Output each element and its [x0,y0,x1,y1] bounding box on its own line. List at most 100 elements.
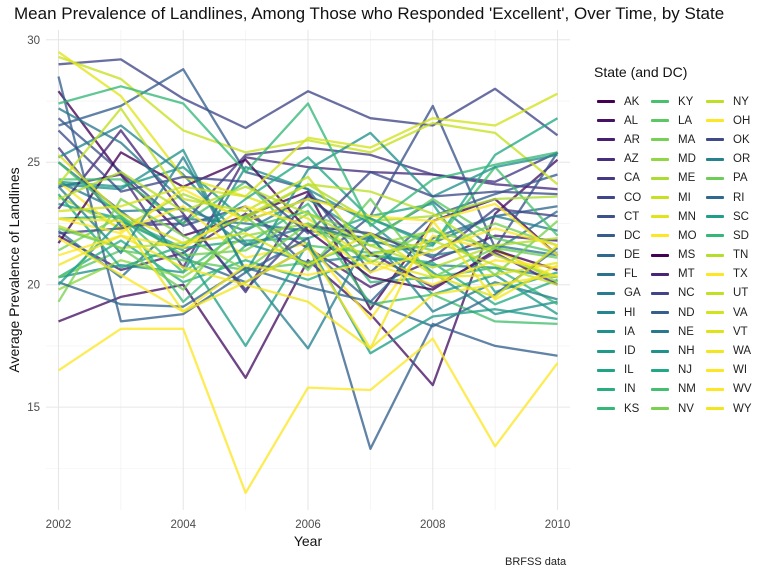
legend-column: NY OH OK OR PA RI SC SD TN TX UT VA VT WA WI WV WY [706,92,752,418]
series-line-nj [57,117,559,269]
series-line-wa [58,217,559,350]
legend-item-de: DE [597,246,641,265]
series-line-sc [57,219,558,355]
legend-label: NH [678,345,695,358]
legend-item-al: AL [597,111,641,130]
legend-key-swatch [597,100,615,104]
legend-item-ct: CT [597,207,641,226]
legend-label: ME [678,172,696,185]
legend-label: MO [678,229,697,242]
legend-key-swatch [651,100,669,104]
legend-item-ut: UT [706,284,752,303]
legend-key-swatch [651,330,669,334]
legend-item-nh: NH [651,341,697,360]
legend-key-swatch [651,368,669,372]
series-line-nd [57,76,558,450]
series-line-ia [58,165,558,316]
legend-item-ma: MA [651,130,697,149]
series-line-ut [57,107,558,286]
legend-item-ky: KY [651,92,697,111]
series-line-vt [57,154,559,299]
series-line-mt [57,129,559,294]
legend-item-id: ID [597,341,641,360]
legend-item-ok: OK [706,130,752,149]
series-line-nh [58,131,558,274]
legend-item-ar: AR [597,130,641,149]
series-line-ok [57,129,558,235]
legend-item-vt: VT [706,322,752,341]
legend-label: PA [733,172,748,185]
series-line-az [58,156,558,269]
legend-item-sd: SD [706,226,752,245]
legend-label: TX [733,268,748,281]
legend-item-pa: PA [706,169,752,188]
legend-label: NM [678,383,696,396]
legend-item-il: IL [597,361,641,380]
legend-label: WY [733,402,752,415]
legend-key-swatch [706,215,724,219]
legend-key-swatch [597,272,615,276]
legend-item-mo: MO [651,226,697,245]
legend-key-swatch [597,349,615,353]
legend-label: DE [624,249,640,262]
legend-label: AL [624,114,639,127]
legend-item-mn: MN [651,207,697,226]
legend-key-swatch [597,157,615,161]
legend-key-swatch [597,368,615,372]
series-line-tn [58,170,558,269]
y-tick-label: 15 [27,402,40,414]
legend-key-swatch [597,138,615,142]
legend-item-ga: GA [597,284,641,303]
legend-key-swatch [597,253,615,257]
legend-label: DC [624,229,641,242]
legend-item-nj: NJ [651,361,697,380]
legend-key-swatch [651,272,669,276]
legend-label: OH [733,114,751,127]
legend-key-swatch [706,368,724,372]
legend-label: FL [624,268,638,281]
legend-item-fl: FL [597,265,641,284]
legend-key-swatch [651,349,669,353]
legend-key-swatch [706,253,724,257]
legend-item-ms: MS [651,246,697,265]
legend-item-az: AZ [597,150,641,169]
legend-item-la: LA [651,111,697,130]
x-tick-label: 2006 [295,519,321,531]
legend-key-swatch [706,138,724,142]
legend-key-swatch [651,138,669,142]
legend-item-ks: KS [597,399,641,418]
legend-key-swatch [706,330,724,334]
legend-label: MA [678,133,696,146]
series-line-mi [58,55,559,186]
series-line-wv [57,327,559,495]
legend-key-swatch [597,407,615,411]
legend-key-swatch [651,387,669,391]
legend-label: GA [624,287,641,300]
legend-item-wi: WI [706,361,752,380]
series-line-sd [58,85,558,228]
legend-label: VT [733,325,748,338]
legend-item-mt: MT [651,265,697,284]
legend-key-swatch [651,291,669,295]
series-line-co [58,58,559,137]
series-line-tx [57,237,558,313]
legend-label: MT [678,268,695,281]
y-tick-label: 25 [27,157,40,169]
legend-key-swatch [706,119,724,123]
legend-key-swatch [706,234,724,238]
legend-label: NY [733,95,749,108]
legend-item-hi: HI [597,303,641,322]
legend-key-swatch [651,196,669,200]
legend-label: CA [624,172,640,185]
legend-item-tn: TN [706,246,752,265]
series-line-mn [57,51,558,279]
legend-item-me: ME [651,169,697,188]
series-line-nv [57,197,559,303]
legend-key-swatch [651,215,669,219]
series-line-or [57,156,558,350]
series-lines [57,51,559,495]
legend-item-nv: NV [651,399,697,418]
x-tick-label: 2002 [46,519,72,531]
legend-label: ID [624,345,636,358]
legend-label: IL [624,364,634,377]
